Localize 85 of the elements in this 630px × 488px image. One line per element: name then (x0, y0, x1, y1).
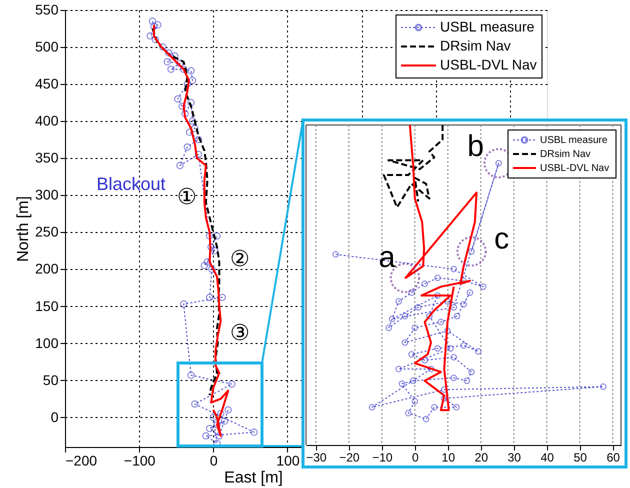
point (422, 280, 428, 287)
point (440, 395, 448, 402)
x-tick-label: 50 (574, 450, 588, 464)
point (402, 339, 408, 346)
annotation: ③ (230, 320, 250, 345)
point (460, 342, 467, 349)
x-tick-label: 20 (474, 450, 488, 464)
x-tick-label: 60 (606, 450, 620, 464)
point (431, 404, 438, 410)
legend-label: DRsim Nav (440, 38, 511, 54)
x-tick-label: −100 (124, 452, 156, 468)
legend-label: USBL measure (440, 18, 535, 34)
point (434, 345, 441, 352)
annotation: a (378, 240, 396, 274)
y-tick-label: 0 (50, 408, 59, 425)
point (368, 404, 376, 410)
annotation: ② (230, 246, 250, 271)
y-tick-label: 100 (35, 334, 59, 351)
point (422, 356, 428, 364)
point (600, 383, 606, 390)
y-axis-title: North [m] (15, 196, 32, 262)
x-tick-label: 0 (210, 452, 218, 468)
point (444, 328, 451, 334)
x-tick-label: 40 (540, 450, 554, 464)
y-tick-label: 500 (35, 38, 59, 55)
point (405, 410, 412, 416)
y-tick-label: 300 (35, 186, 59, 203)
point (450, 354, 458, 360)
point (450, 266, 458, 272)
point (450, 374, 458, 382)
point (398, 380, 406, 387)
y-tick-label: 350 (35, 150, 59, 166)
legend-label: USBL-DVL Nav (440, 56, 537, 72)
point (444, 298, 451, 305)
point (453, 404, 460, 410)
point (386, 324, 392, 332)
point (447, 345, 454, 352)
x-axis-title: East [m] (224, 470, 283, 486)
point (466, 289, 474, 296)
annotation: b (467, 130, 484, 164)
y-tick-label: 250 (35, 224, 59, 240)
legend-label: USBL measure (540, 135, 608, 146)
point (426, 312, 433, 320)
y-tick-label: 450 (35, 76, 59, 92)
legend-label: DRsim Nav (540, 149, 591, 160)
point (408, 351, 415, 358)
point (460, 301, 467, 308)
x-tick-label: −20 (339, 450, 360, 464)
point (402, 312, 408, 320)
y-tick-label: 400 (35, 112, 59, 129)
y-tick-label: 150 (35, 298, 59, 314)
x-tick-label: −200 (66, 452, 98, 468)
y-tick-label: 550 (35, 2, 59, 18)
point (450, 304, 458, 311)
point (474, 348, 482, 355)
point (332, 251, 339, 258)
point (422, 416, 430, 422)
point (480, 283, 486, 290)
x-tick-label: −10 (372, 450, 393, 464)
point (408, 289, 415, 296)
point (434, 292, 441, 299)
point (414, 304, 422, 311)
y-tick-label: 50 (42, 372, 59, 388)
point (395, 366, 402, 372)
annotation: c (494, 222, 510, 256)
point (412, 398, 418, 405)
point (438, 318, 444, 326)
x-tick-label: 100 (276, 452, 300, 468)
x-tick-label: 30 (508, 450, 522, 464)
annotation: ① (177, 184, 197, 209)
point (464, 378, 470, 384)
annotation: Blackout (96, 174, 166, 194)
point (410, 378, 416, 384)
x-tick-label: 0 (412, 450, 420, 464)
y-tick-label: 200 (35, 260, 59, 277)
point (412, 324, 418, 332)
point (428, 366, 434, 372)
x-tick-label: −30 (306, 450, 327, 464)
legend-label: USBL-DVL Nav (540, 163, 610, 174)
point (454, 312, 460, 320)
point (434, 274, 441, 282)
point (388, 316, 396, 322)
point (395, 298, 402, 305)
point (468, 368, 475, 376)
x-tick-label: 10 (442, 450, 456, 464)
